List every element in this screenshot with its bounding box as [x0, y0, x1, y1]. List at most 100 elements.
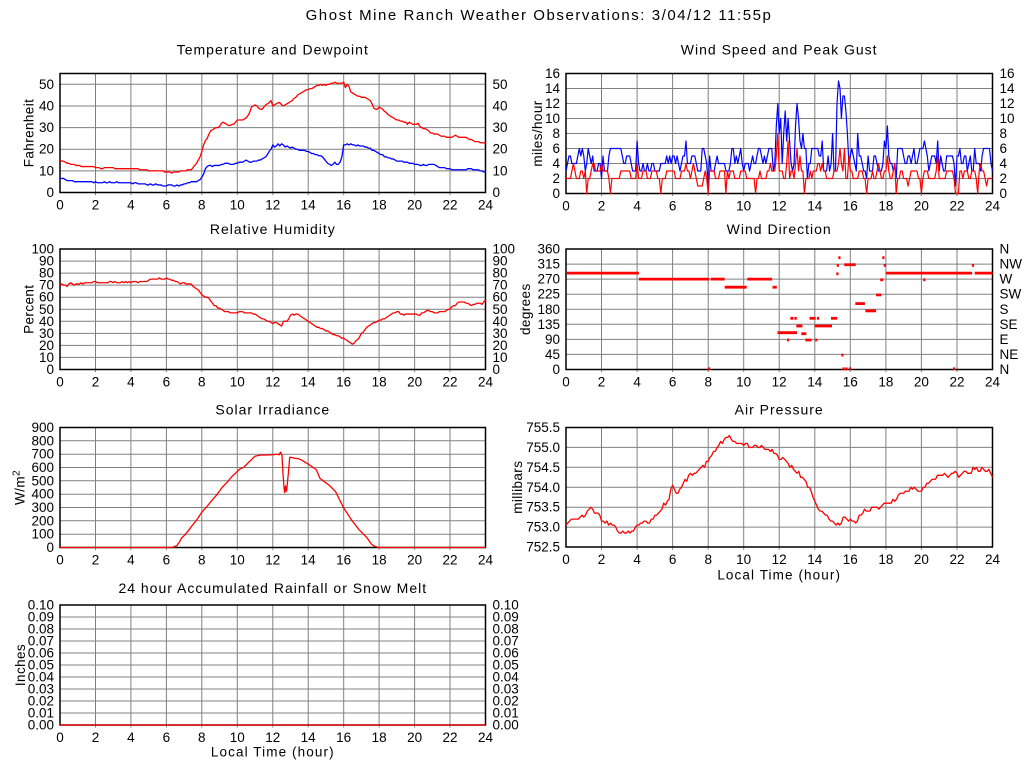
svg-text:12: 12: [772, 552, 787, 567]
svg-text:16: 16: [336, 553, 351, 568]
svg-text:14: 14: [545, 81, 561, 96]
svg-text:0: 0: [46, 540, 54, 555]
svg-text:N: N: [1000, 362, 1010, 377]
svg-text:4: 4: [633, 552, 641, 567]
svg-text:8: 8: [198, 730, 206, 745]
svg-text:752.5: 752.5: [526, 540, 560, 555]
svg-text:14: 14: [301, 375, 317, 390]
svg-text:22: 22: [949, 552, 964, 567]
svg-text:753.5: 753.5: [526, 500, 560, 515]
svg-text:24 hour Accumulated Rainfall o: 24 hour Accumulated Rainfall or Snow Mel…: [118, 580, 427, 596]
svg-text:40: 40: [493, 99, 508, 114]
svg-text:0: 0: [56, 730, 64, 745]
svg-text:2: 2: [552, 171, 560, 186]
svg-text:2: 2: [92, 553, 100, 568]
svg-text:40: 40: [493, 314, 508, 329]
svg-text:0: 0: [493, 185, 501, 200]
svg-text:6: 6: [1000, 141, 1008, 156]
svg-text:Wind Direction: Wind Direction: [727, 221, 832, 237]
svg-text:12: 12: [545, 96, 560, 111]
svg-text:0.09: 0.09: [28, 610, 54, 625]
svg-text:16: 16: [336, 375, 351, 390]
svg-text:80: 80: [39, 266, 54, 281]
svg-text:22: 22: [949, 199, 964, 214]
svg-text:Local Time (hour): Local Time (hour): [211, 745, 335, 760]
svg-text:24: 24: [478, 375, 494, 390]
svg-text:800: 800: [31, 433, 54, 448]
svg-text:2: 2: [92, 198, 100, 213]
svg-text:2: 2: [598, 199, 606, 214]
svg-text:14: 14: [1000, 81, 1016, 96]
svg-text:NW: NW: [1000, 257, 1023, 272]
svg-text:14: 14: [301, 198, 317, 213]
svg-text:miles/hour: miles/hour: [530, 100, 545, 166]
svg-text:20: 20: [407, 553, 422, 568]
svg-text:270: 270: [537, 272, 560, 287]
svg-text:90: 90: [39, 254, 54, 269]
svg-text:90: 90: [545, 332, 560, 347]
svg-text:18: 18: [878, 375, 893, 390]
svg-text:6: 6: [163, 730, 171, 745]
svg-text:2: 2: [92, 375, 100, 390]
svg-text:315: 315: [537, 257, 560, 272]
svg-text:0.09: 0.09: [493, 610, 519, 625]
svg-text:10: 10: [736, 552, 751, 567]
svg-text:0: 0: [493, 362, 501, 377]
svg-text:20: 20: [914, 552, 929, 567]
svg-text:754.5: 754.5: [526, 460, 560, 475]
svg-text:8: 8: [552, 126, 560, 141]
svg-text:18: 18: [878, 199, 893, 214]
svg-text:4: 4: [633, 375, 641, 390]
svg-text:12: 12: [1000, 96, 1015, 111]
svg-text:30: 30: [493, 326, 508, 341]
svg-text:500: 500: [31, 473, 54, 488]
svg-text:16: 16: [336, 730, 351, 745]
svg-text:20: 20: [39, 142, 54, 157]
svg-text:0.08: 0.08: [28, 622, 54, 637]
svg-text:0.04: 0.04: [28, 670, 55, 685]
svg-text:8: 8: [704, 375, 712, 390]
svg-text:4: 4: [127, 553, 135, 568]
svg-text:22: 22: [949, 375, 964, 390]
svg-text:80: 80: [493, 266, 508, 281]
svg-text:10: 10: [230, 198, 245, 213]
svg-text:6: 6: [669, 375, 677, 390]
svg-text:18: 18: [878, 552, 893, 567]
svg-text:0.03: 0.03: [28, 682, 54, 697]
svg-text:12: 12: [265, 198, 280, 213]
svg-text:14: 14: [301, 553, 317, 568]
svg-text:0.03: 0.03: [493, 682, 519, 697]
svg-text:0.06: 0.06: [493, 646, 519, 661]
svg-text:0: 0: [56, 553, 64, 568]
svg-text:0.06: 0.06: [28, 646, 54, 661]
svg-text:24: 24: [478, 198, 494, 213]
svg-text:0.01: 0.01: [28, 706, 54, 721]
svg-text:12: 12: [265, 730, 280, 745]
svg-text:600: 600: [31, 460, 54, 475]
svg-text:10: 10: [230, 375, 245, 390]
svg-text:0: 0: [46, 185, 54, 200]
svg-text:900: 900: [31, 420, 54, 435]
svg-text:50: 50: [493, 302, 508, 317]
svg-text:14: 14: [807, 199, 823, 214]
svg-text:300: 300: [31, 500, 54, 515]
svg-text:20: 20: [914, 199, 929, 214]
svg-text:Solar Irradiance: Solar Irradiance: [215, 402, 330, 418]
svg-text:4: 4: [633, 199, 641, 214]
svg-text:0.07: 0.07: [493, 634, 519, 649]
svg-text:20: 20: [493, 142, 508, 157]
svg-text:18: 18: [372, 553, 387, 568]
svg-text:6: 6: [163, 553, 171, 568]
svg-text:10: 10: [736, 199, 751, 214]
svg-text:16: 16: [1000, 66, 1015, 81]
svg-text:70: 70: [39, 278, 54, 293]
svg-text:40: 40: [39, 314, 54, 329]
svg-text:Relative Humidity: Relative Humidity: [210, 221, 336, 237]
svg-text:10: 10: [1000, 111, 1015, 126]
svg-text:Wind Speed and Peak Gust: Wind Speed and Peak Gust: [681, 42, 878, 58]
svg-text:12: 12: [265, 553, 280, 568]
svg-text:0: 0: [562, 552, 570, 567]
svg-text:135: 135: [537, 317, 560, 332]
svg-text:0.04: 0.04: [493, 670, 520, 685]
svg-text:20: 20: [39, 338, 54, 353]
